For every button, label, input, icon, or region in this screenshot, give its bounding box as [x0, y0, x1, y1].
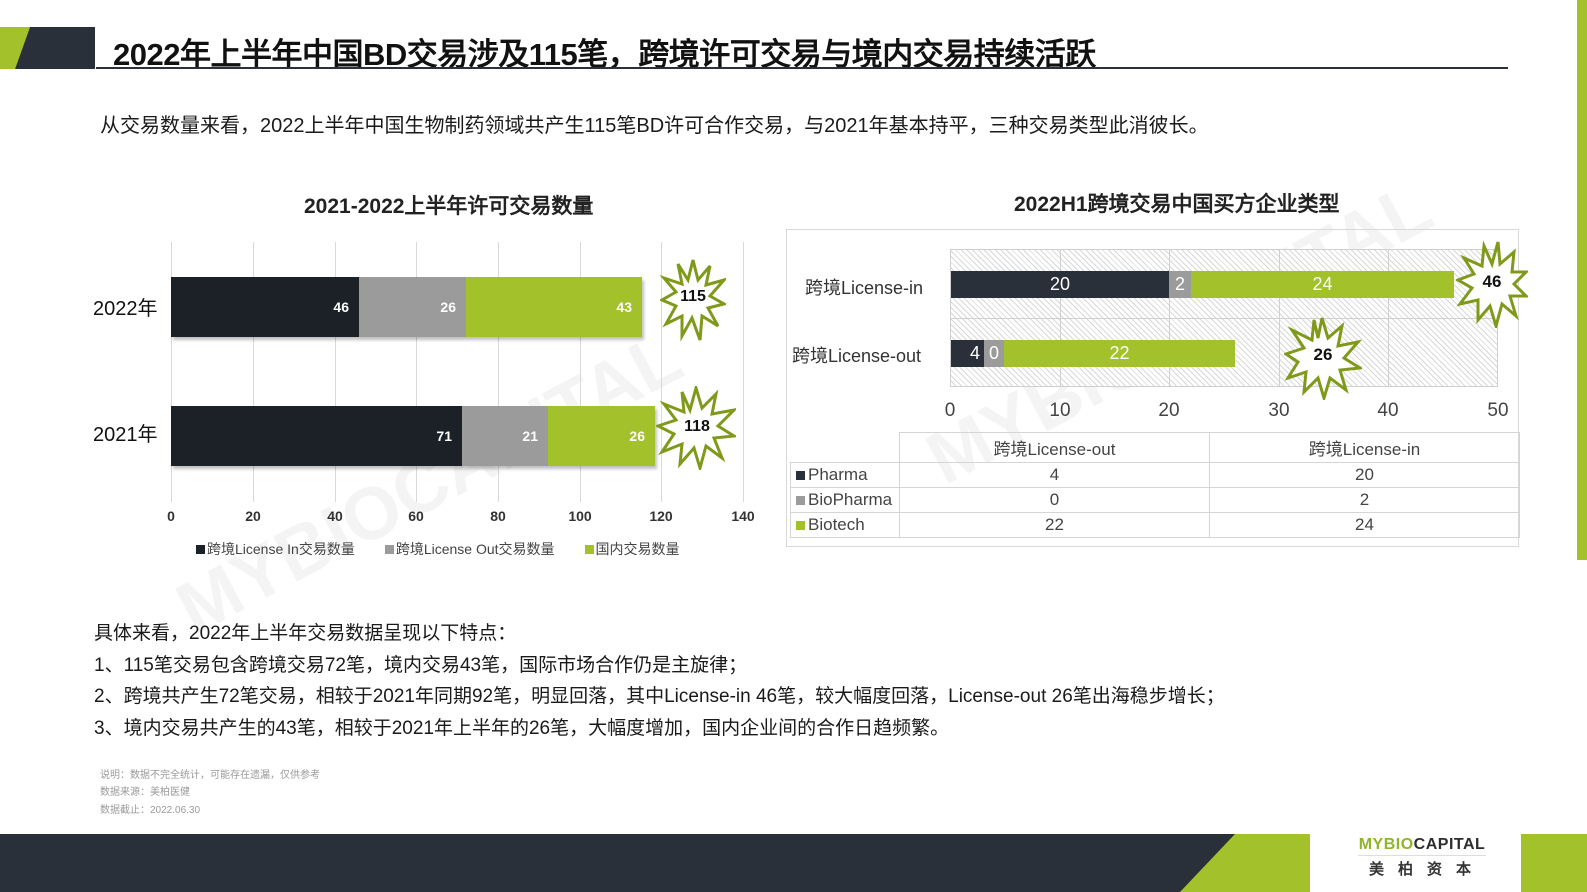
title-divider	[96, 67, 1508, 69]
chart2-data-table: 跨境License-out 跨境License-in Pharma 4 20 B…	[790, 432, 1520, 538]
bar-segment-license-out: 26	[359, 277, 466, 337]
chart1-total-2022: 115	[680, 288, 706, 305]
page-title: 2022年上半年中国BD交易涉及115笔，跨境许可交易与境内交易持续活跃	[113, 37, 1096, 72]
bar-segment-domestic: 43	[466, 277, 642, 337]
logo-text-cn: 美柏资本	[1368, 861, 1485, 878]
chart1-legend: 跨境License In交易数量 跨境License Out交易数量 国内交易数…	[196, 539, 680, 559]
header-decoration	[0, 27, 95, 69]
logo-text-dark: CAPITAL	[1413, 836, 1486, 853]
axis-tick: 0	[167, 508, 175, 524]
axis-tick: 40	[1377, 400, 1399, 421]
chart2-bar-license-in: 20 2 24	[951, 271, 1454, 298]
chart1-category-2022: 2022年	[93, 298, 158, 320]
axis-tick: 120	[649, 508, 673, 524]
bar-segment-pharma: 4	[951, 340, 984, 367]
details-heading: 具体来看，2022年上半年交易数据呈现以下特点：	[94, 623, 517, 644]
table-cell: 24	[1209, 512, 1520, 538]
axis-tick: 50	[1487, 400, 1509, 421]
note-disclaimer: 说明：数据不完全统计，可能存在遗漏，仅供参考	[100, 770, 320, 781]
bar-segment-pharma: 20	[951, 271, 1169, 298]
legend-item-license-in: 跨境License In交易数量	[196, 539, 355, 559]
chart1-total-2021: 118	[684, 418, 710, 435]
legend-swatch	[796, 521, 805, 530]
table-row: BioPharma 0 2	[790, 487, 1520, 513]
footer-green-block	[1521, 834, 1587, 892]
table-cell: 20	[1209, 462, 1520, 488]
logo-text-green: MYBIO	[1358, 836, 1414, 853]
bar-segment-biopharma: 0	[984, 340, 1004, 367]
chart1-bar-2022: 46 26 43	[171, 277, 642, 337]
note-source: 数据来源：美柏医健	[100, 787, 190, 798]
chart2-category-license-out: 跨境License-out	[792, 346, 922, 366]
chart1-title: 2021-2022上半年许可交易数量	[304, 195, 594, 218]
bar-segment-biotech: 24	[1191, 271, 1454, 298]
axis-tick: 80	[490, 508, 506, 524]
right-accent-bar	[1577, 0, 1587, 560]
axis-tick: 20	[1158, 400, 1180, 421]
legend-label: 跨境License In交易数量	[207, 541, 355, 557]
starburst-icon	[656, 386, 736, 470]
company-logo: MYBIOCAPITAL 美柏资本	[1352, 836, 1492, 879]
starburst-icon	[1284, 317, 1362, 400]
table-row: Pharma 4 20	[790, 462, 1520, 488]
details-item-3: 3、境内交易共产生的43笔，相较于2021年上半年的26笔，大幅度增加，国内企业…	[94, 718, 950, 739]
axis-tick: 40	[327, 508, 343, 524]
table-cell: 4	[899, 462, 1210, 488]
chart2-category-license-in: 跨境License-in	[805, 278, 924, 298]
footer-green-wedge	[1180, 834, 1310, 892]
legend-swatch	[196, 545, 205, 554]
chart1-category-2021: 2021年	[93, 424, 158, 446]
axis-tick: 140	[731, 508, 755, 524]
axis-tick: 20	[245, 508, 261, 524]
row-label: Pharma	[808, 465, 868, 484]
bar-segment-license-in: 46	[171, 277, 359, 337]
table-row: Biotech 22 24	[790, 512, 1520, 538]
axis-tick: 0	[944, 400, 956, 421]
chart2-total-license-out: 26	[1313, 345, 1333, 364]
details-item-1: 1、115笔交易包含跨境交易72笔，境内交易43笔，国际市场合作仍是主旋律；	[94, 655, 748, 676]
chart1-bar-2021: 71 21 26	[171, 406, 655, 466]
table-header-row: 跨境License-out 跨境License-in	[790, 432, 1520, 463]
footer-dark-band	[0, 834, 1310, 892]
legend-swatch	[384, 545, 394, 554]
legend-swatch	[796, 496, 805, 505]
bar-segment-license-out: 21	[462, 406, 548, 466]
chart2-title: 2022H1跨境交易中国买方企业类型	[1014, 193, 1340, 216]
intro-text: 从交易数量来看，2022上半年中国生物制药领域共产生115笔BD许可合作交易，与…	[100, 115, 1209, 137]
table-cell: 0	[899, 487, 1210, 513]
table-cell: 22	[899, 512, 1210, 538]
legend-item-license-out: 跨境License Out交易数量	[384, 539, 555, 559]
table-cell: 2	[1209, 487, 1520, 513]
bar-segment-biotech: 22	[1004, 340, 1235, 367]
table-header: 跨境License-out	[899, 432, 1210, 463]
axis-tick: 100	[568, 508, 592, 524]
details-item-2: 2、跨境共产生72笔交易，相较于2021年同期92笔，明显回落，其中Licens…	[94, 686, 1225, 707]
starburst-icon	[1456, 240, 1528, 328]
axis-tick: 30	[1268, 400, 1290, 421]
chart2-bar-license-out: 4 0 22	[951, 340, 1235, 367]
legend-swatch	[584, 545, 594, 554]
row-label: Biotech	[808, 515, 865, 534]
axis-tick: 60	[408, 508, 424, 524]
legend-label: 跨境License Out交易数量	[395, 541, 555, 557]
axis-tick: 10	[1049, 400, 1071, 421]
legend-item-domestic: 国内交易数量	[584, 539, 680, 559]
row-label: BioPharma	[808, 490, 893, 509]
starburst-icon	[660, 259, 726, 342]
bar-segment-biopharma: 2	[1169, 271, 1191, 298]
note-cutoff: 数据截止：2022.06.30	[100, 805, 201, 816]
watermark: MYBIOCAPITAL	[163, 314, 695, 651]
legend-swatch	[796, 471, 805, 480]
bar-segment-domestic: 26	[548, 406, 655, 466]
legend-label: 国内交易数量	[595, 541, 680, 557]
chart2-total-license-in: 46	[1482, 272, 1502, 291]
chart2-frame	[786, 229, 1519, 547]
bar-segment-license-in: 71	[171, 406, 462, 466]
table-header: 跨境License-in	[1209, 432, 1520, 463]
